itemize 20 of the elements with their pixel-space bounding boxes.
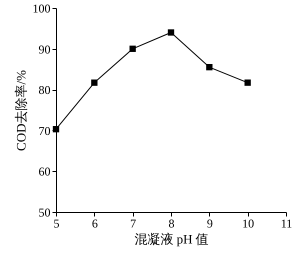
x-tick-label: 6 [92,216,98,230]
y-axis-title: COD去除率/% [14,70,28,151]
y-tick-label: 100 [32,2,50,16]
point [244,80,251,86]
x-axis-title: 混凝液 pH 值 [134,232,209,246]
point [168,29,174,36]
point [91,80,98,86]
x-tick-label: 11 [280,216,292,230]
x-tick-label: 9 [206,216,213,230]
x-tick-label: 5 [54,216,60,230]
y-tick-label: 80 [38,83,50,98]
y-tick-label: 90 [38,42,50,56]
x-tick-label: 10 [242,216,254,230]
x-tick-label: 8 [168,216,174,230]
y-tick-label: 50 [38,206,50,220]
point [130,46,136,52]
y-tick-label: 60 [38,164,50,179]
y-tick-label: 70 [38,124,50,138]
point [206,64,212,70]
x-tick-label: 7 [130,216,136,230]
